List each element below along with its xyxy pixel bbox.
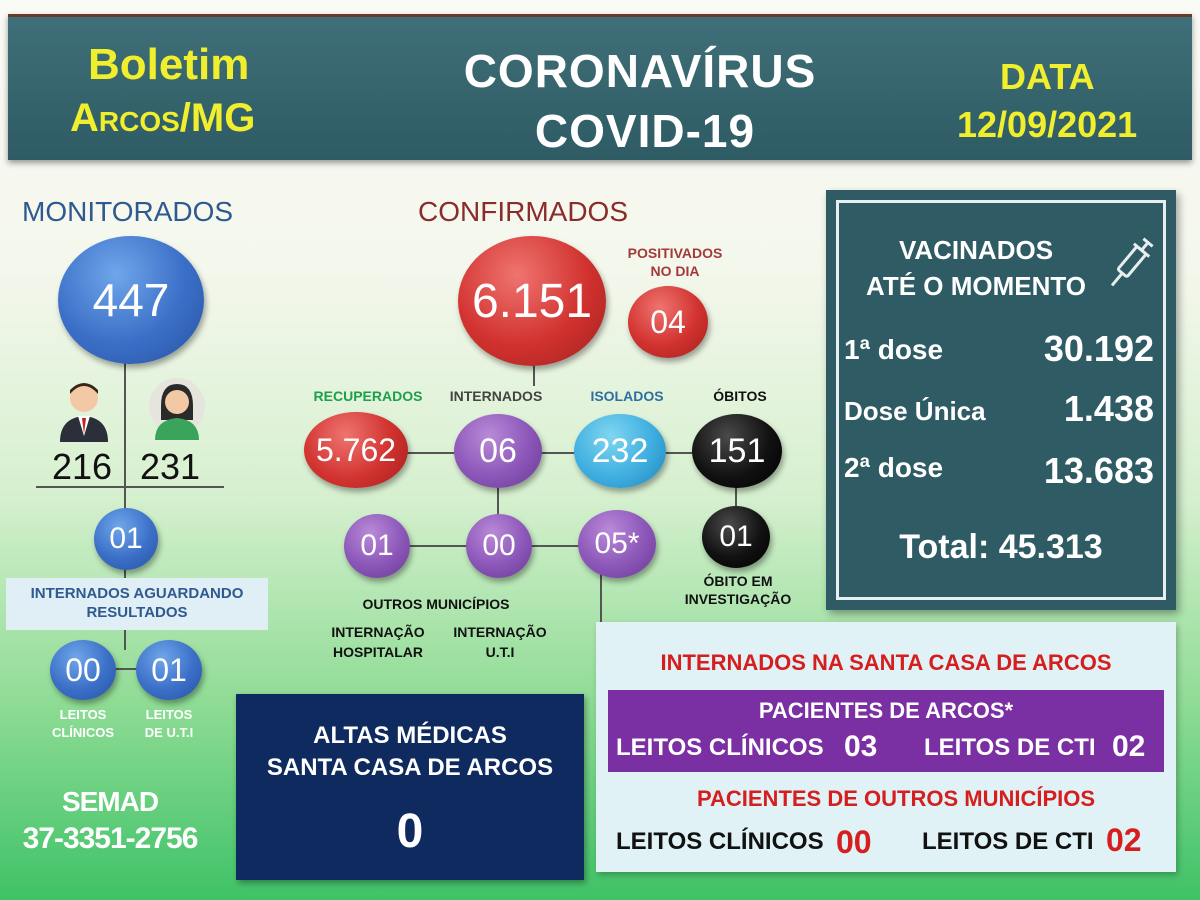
male-count: 216 (52, 446, 113, 487)
internados-aguardando-label: INTERNADOS AGUARDANDO RESULTADOS (30, 585, 244, 621)
female-avatar-icon (148, 376, 206, 440)
monitorados-horizontal-line (36, 486, 224, 488)
outros-municipios-label: OUTROS MUNICÍPIOS (362, 596, 510, 612)
leitos-clinicos-label: LEITOS CLÍNICOS (51, 707, 115, 740)
altas-medicas-value: 0 (396, 805, 424, 858)
confirmados-row1-line (360, 452, 740, 454)
dose2-label: 2ª dose (844, 452, 944, 483)
city-title: Arcos/MG (70, 96, 256, 140)
header-banner (8, 14, 1192, 160)
internacao-uti-circle: 00 (466, 514, 532, 578)
date-label: DATA (1000, 56, 1095, 97)
arcos-cti-label: LEITOS DE CTI (924, 734, 1096, 761)
leitos-uti-circle: 01 (136, 640, 202, 700)
internacao-hospitalar-label: INTERNAÇÃO HOSPITALAR (331, 624, 425, 660)
internacao-hospitalar-circle: 05* (578, 510, 656, 578)
leitos-clinicos-circle: 00 (50, 640, 116, 700)
recuperados-circle: 5.762 (304, 412, 408, 488)
date-value: 12/09/2021 (957, 104, 1138, 145)
obitos-label: ÓBITOS (713, 388, 767, 404)
boletim-title: Boletim (88, 40, 250, 89)
dose1-label: 1ª dose (844, 334, 944, 365)
semad-label: SEMAD (61, 786, 159, 817)
vacinados-total: Total: 45.313 (899, 528, 1103, 566)
recuperados-label: RECUPERADOS (313, 388, 423, 404)
outros-clinicos-value: 00 (836, 824, 872, 860)
vacinados-title: VACINADOS ATÉ O MOMENTO (865, 235, 1087, 301)
santa-casa-title: INTERNADOS NA SANTA CASA DE ARCOS (660, 650, 1112, 675)
positivados-label: POSITIVADOS NO DIA (627, 245, 723, 279)
pacientes-arcos-label: PACIENTES DE ARCOS* (758, 698, 1014, 723)
internados-aguardando-circle: 01 (94, 508, 158, 570)
confirmados-stem-line (533, 360, 535, 386)
semad-phone: 37-3351-2756 (22, 822, 199, 855)
dose2-value: 13.683 (1043, 450, 1154, 491)
altas-medicas-label: ALTAS MÉDICAS SANTA CASA DE ARCOS (266, 722, 554, 781)
outros-clinicos-label: LEITOS CLÍNICOS (616, 828, 824, 855)
obitos-down-line (735, 470, 737, 514)
isolados-circle: 232 (574, 414, 666, 488)
dose1-value: 30.192 (1043, 328, 1154, 369)
male-avatar-icon (58, 378, 110, 442)
outros-cti-value: 02 (1106, 822, 1142, 858)
monitorados-circle: 447 (58, 236, 204, 364)
positivados-circle: 04 (628, 286, 708, 358)
dose-unica-value: 1.438 (1063, 388, 1154, 429)
arcos-cti-value: 02 (1112, 730, 1146, 763)
internados-label: INTERNADOS (449, 388, 543, 404)
covid-title: COVID-19 (534, 105, 756, 157)
pacientes-outros-label: PACIENTES DE OUTROS MUNICÍPIOS (696, 786, 1096, 811)
monitorados-label: MONITORADOS (22, 196, 234, 227)
leitos-uti-label: LEITOS DE U.T.I (144, 707, 194, 740)
internados-down-line (497, 470, 499, 546)
internacao-uti-label: INTERNAÇÃO U.T.I (453, 624, 547, 660)
obito-investigacao-label: ÓBITO EM INVESTIGAÇÃO (684, 573, 792, 607)
pacientes-arcos-bar (608, 690, 1164, 772)
arcos-clinicos-label: LEITOS CLÍNICOS (616, 734, 824, 761)
internados-circle: 06 (454, 414, 542, 488)
confirmados-circle: 6.151 (458, 236, 606, 366)
confirmados-label: CONFIRMADOS (418, 196, 628, 227)
internados-aguardando-label-box (6, 578, 268, 630)
monitorados-vertical-line (124, 340, 126, 650)
obitos-circle: 151 (692, 414, 782, 488)
obito-investigacao-circle: 01 (702, 506, 770, 568)
altas-medicas-panel (236, 694, 584, 880)
outros-municipios-circle: 01 (344, 514, 410, 578)
vacinados-panel (826, 190, 1176, 610)
coronavirus-title: CORONAVÍRUS (463, 45, 817, 97)
arcos-clinicos-value: 03 (844, 730, 878, 763)
isolados-label: ISOLADOS (590, 388, 664, 404)
leitos-connector-line (108, 668, 144, 670)
dose-unica-label: Dose Única (844, 396, 986, 426)
female-count: 231 (140, 446, 201, 487)
outros-cti-label: LEITOS DE CTI (922, 828, 1094, 855)
syringe-icon (1106, 232, 1154, 296)
